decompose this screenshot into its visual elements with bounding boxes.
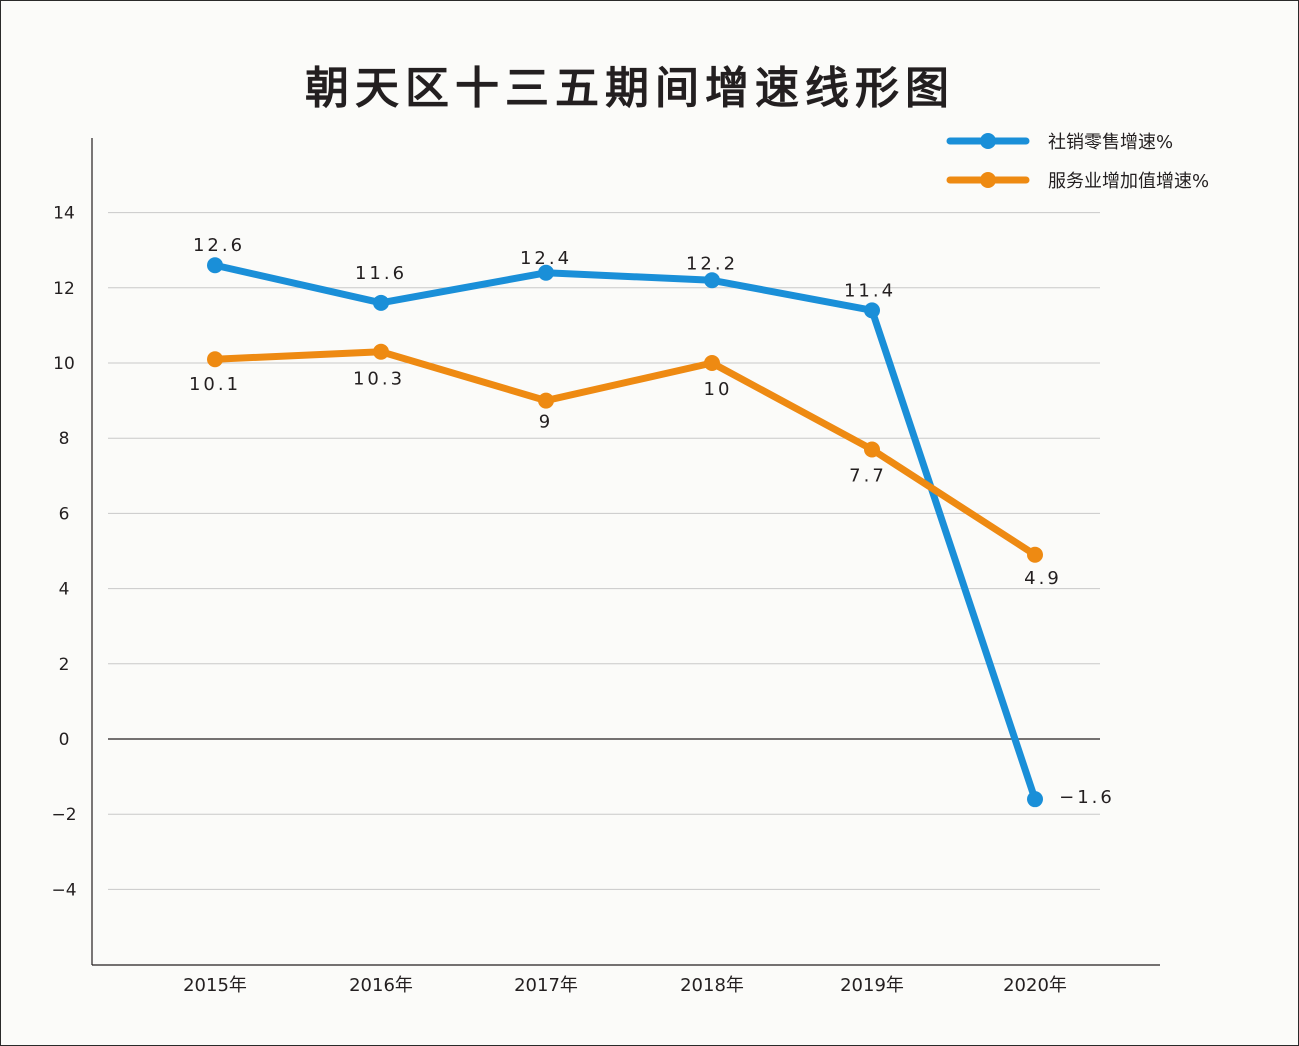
y-tick-label: 14 <box>53 204 75 224</box>
data-label: 7.7 <box>849 465 887 486</box>
data-label: −1.6 <box>1059 787 1115 808</box>
series-line <box>211 261 1039 803</box>
x-tick-label: 2015年 <box>183 975 247 996</box>
chart-title: 朝天区十三五期间增速线形图 <box>305 63 955 114</box>
data-label: 12.2 <box>686 253 738 274</box>
data-label: 10.1 <box>189 374 241 395</box>
legend-marker <box>980 172 996 188</box>
data-point <box>538 392 554 409</box>
y-tick-label: 12 <box>53 279 75 299</box>
data-point <box>207 257 223 274</box>
data-point <box>864 441 880 458</box>
x-tick-label: 2020年 <box>1003 975 1067 996</box>
data-label: 10.3 <box>353 369 405 390</box>
series-line <box>211 348 1039 559</box>
legend-label: 服务业增加值增速% <box>1048 171 1209 192</box>
data-point <box>207 351 223 368</box>
data-point <box>373 294 389 311</box>
x-tick-label: 2017年 <box>514 975 578 996</box>
data-label: 10 <box>704 379 733 400</box>
data-label: 4.9 <box>1024 568 1062 589</box>
x-tick-label: 2018年 <box>680 975 744 996</box>
data-point <box>1027 791 1043 808</box>
y-tick-label: 10 <box>53 354 75 374</box>
legend-marker <box>980 133 996 149</box>
data-point <box>704 355 720 371</box>
data-point <box>704 272 720 289</box>
data-label: 12.4 <box>520 248 572 269</box>
data-label: 11.6 <box>355 263 407 284</box>
y-tick-label: 6 <box>59 504 70 524</box>
y-tick-label: 4 <box>59 580 70 600</box>
y-tick-label: 0 <box>59 730 70 750</box>
data-point <box>864 302 880 319</box>
y-tick-label: −4 <box>51 880 76 900</box>
legend-label: 社销零售增速% <box>1048 132 1173 153</box>
y-tick-label: 2 <box>59 655 70 675</box>
data-label: 12.6 <box>193 235 245 256</box>
data-point <box>538 264 554 281</box>
data-label: 9 <box>539 412 553 433</box>
x-tick-label: 2016年 <box>349 975 413 996</box>
y-tick-label: 8 <box>59 429 70 449</box>
data-point <box>373 343 389 360</box>
data-label: 11.4 <box>844 280 896 301</box>
x-tick-label: 2019年 <box>840 975 904 996</box>
data-point <box>1027 546 1043 563</box>
y-tick-label: −2 <box>51 805 76 825</box>
